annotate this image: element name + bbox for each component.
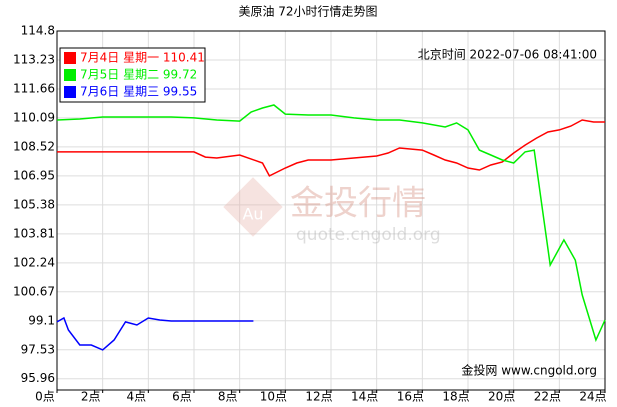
x-tick-label: 22点 (534, 390, 561, 404)
y-tick-label: 111.66 (13, 81, 55, 95)
y-tick-label: 114.8 (21, 24, 55, 38)
y-tick-label: 113.23 (13, 52, 55, 66)
legend-label: 7月6日 星期三 99.55 (80, 85, 197, 99)
y-tick-label: 110.09 (13, 110, 55, 124)
x-tick-label: 0点 (35, 390, 55, 404)
legend-box (59, 47, 206, 103)
y-tick-label: 103.81 (13, 226, 55, 240)
footer: 金投网 www.cngold.org (461, 363, 597, 378)
y-tick-label: 106.95 (13, 168, 55, 182)
legend-label: 7月4日 星期一 110.41 (80, 51, 205, 65)
y-tick-label: 105.38 (13, 197, 55, 211)
watermark-site: quote.cngold.org (296, 225, 441, 245)
watermark: Au 金投行情 quote.cngold.org (223, 177, 441, 245)
watermark-icon-text: Au (242, 205, 263, 224)
series-line (57, 119, 605, 177)
x-tick-label: 2点 (81, 390, 101, 404)
x-tick-label: 4点 (127, 390, 147, 404)
x-tick-label: 20点 (488, 390, 515, 404)
x-tick-label: 14点 (351, 390, 378, 404)
legend-swatch (64, 69, 76, 81)
x-tick-label: 24点 (579, 390, 606, 404)
series-line (56, 316, 254, 351)
plot-frame (56, 30, 606, 391)
x-tick-label: 16点 (397, 390, 424, 404)
y-tick-label: 95.96 (21, 371, 55, 385)
watermark-name: 金投行情 (290, 184, 426, 224)
y-tick-label: 99.1 (28, 313, 55, 327)
series-line (56, 104, 606, 343)
y-tick-label: 100.67 (13, 284, 55, 298)
legend-label: 7月5日 星期二 99.72 (80, 68, 197, 82)
y-tick-label: 102.24 (13, 255, 55, 269)
x-tick-label: 12点 (305, 390, 332, 404)
y-tick-label: 97.53 (21, 342, 55, 356)
x-tick-label: 8点 (218, 390, 238, 404)
subtitle: 北京时间 2022-07-06 08:41:00 (418, 48, 597, 62)
legend-swatch (64, 86, 76, 98)
chart-title: 美原油 72小时行情走势图 (238, 5, 377, 19)
x-tick-label: 18点 (442, 390, 469, 404)
y-tick-label: 108.52 (13, 139, 55, 153)
watermark-icon (223, 177, 283, 237)
x-tick-label: 10点 (260, 390, 287, 404)
x-tick-label: 6点 (172, 390, 192, 404)
legend-swatch (64, 52, 76, 64)
